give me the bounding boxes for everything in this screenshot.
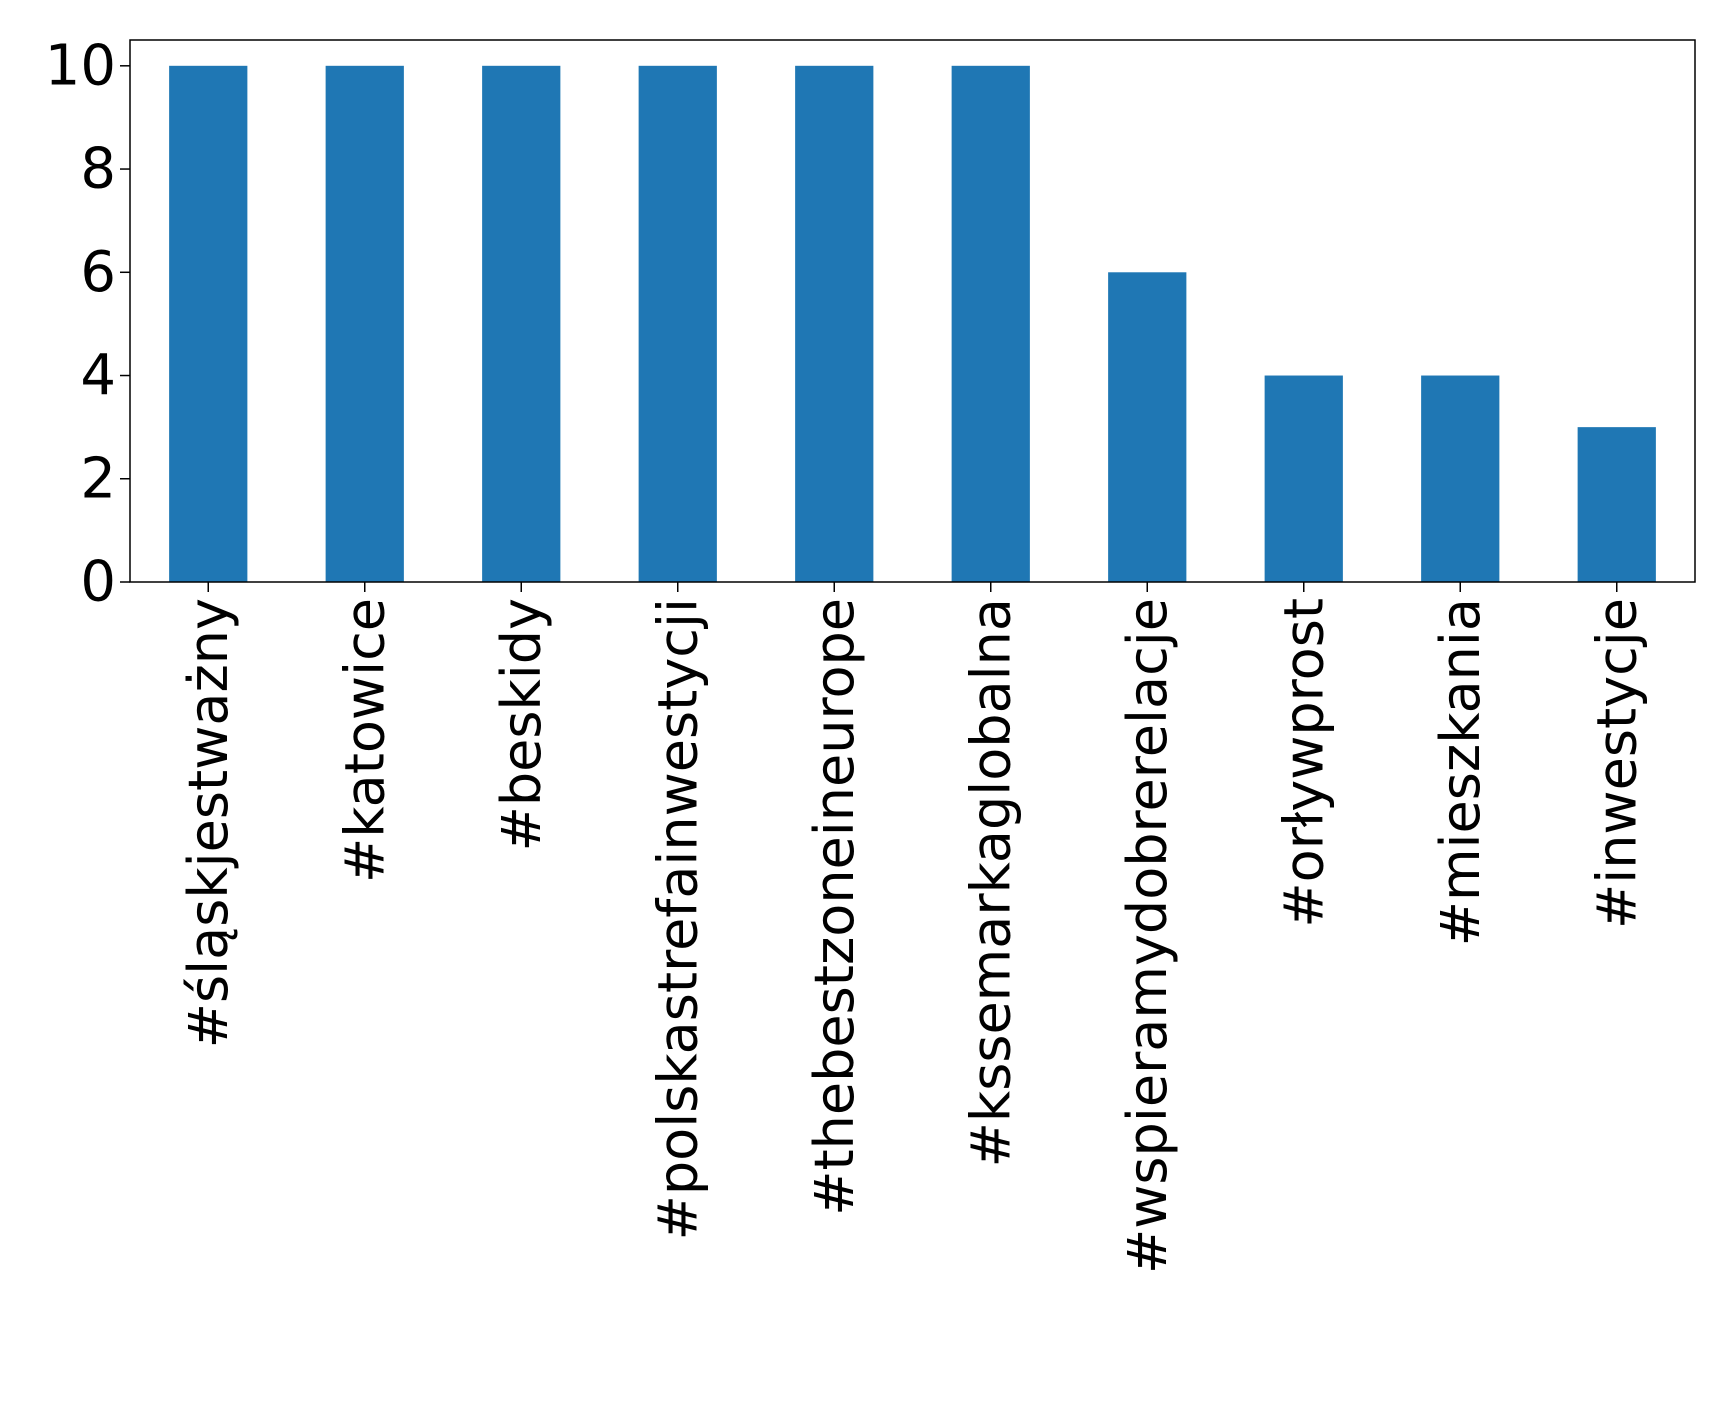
x-tick-label: #śląskjestważny xyxy=(177,598,240,1048)
bar xyxy=(795,65,874,583)
bar xyxy=(482,65,561,583)
y-tick-label: 0 xyxy=(80,550,116,615)
y-tick-label: 8 xyxy=(80,137,116,202)
y-axis: 0 2 4 6 8 10 xyxy=(45,33,130,615)
bar xyxy=(1264,375,1343,582)
x-tick-label: #kssemarkaglobalna xyxy=(959,598,1022,1167)
x-tick-label: #inwestycje xyxy=(1585,598,1648,929)
plot-frame xyxy=(129,39,1696,583)
bar xyxy=(638,65,717,583)
x-tick-label: #wspieramydobrerelacje xyxy=(1116,598,1179,1274)
y-tick-label: 10 xyxy=(45,33,116,98)
bar xyxy=(1421,375,1500,582)
bars-group xyxy=(169,65,1656,583)
bar xyxy=(951,65,1030,583)
bar xyxy=(169,65,248,583)
x-tick-label: #beskidy xyxy=(490,598,553,851)
y-tick-label: 4 xyxy=(80,343,116,408)
bar xyxy=(1108,272,1187,582)
y-tick-label: 6 xyxy=(80,240,116,305)
x-axis: #śląskjestważny #katowice #beskidy #polskas… xyxy=(177,582,1648,1274)
x-tick-label: #orływprost xyxy=(1272,598,1335,928)
x-tick-label: #mieszkania xyxy=(1429,598,1492,946)
bar xyxy=(1577,427,1656,582)
y-tick-label: 2 xyxy=(80,446,116,511)
bar xyxy=(325,65,404,583)
x-tick-label: #katowice xyxy=(333,598,396,883)
x-tick-label: #polskastrefainwestycji xyxy=(646,598,709,1240)
x-tick-label: #thebestzoneineurope xyxy=(803,598,866,1216)
